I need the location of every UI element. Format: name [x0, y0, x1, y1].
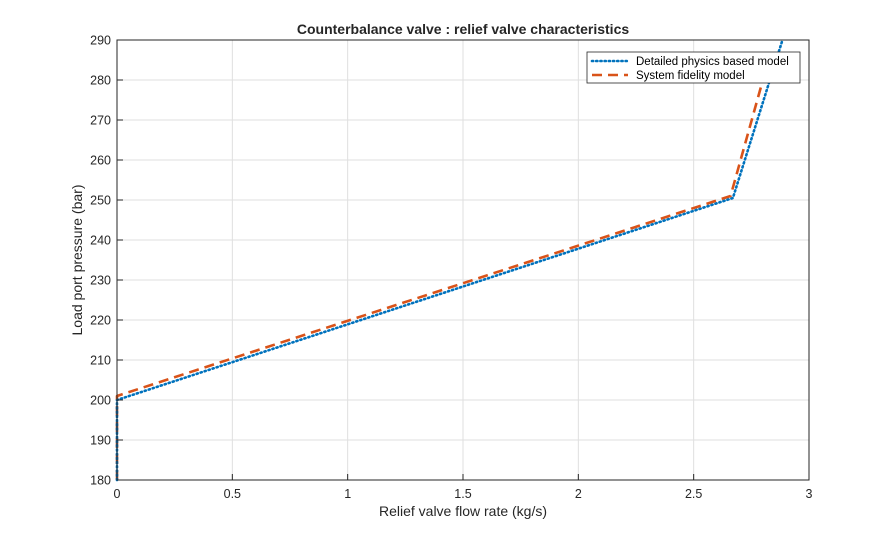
x-tick-label: 2	[575, 487, 582, 501]
y-tick-label: 200	[90, 394, 111, 408]
ticks-layer: 0 0.5 1 1.5 2 2.5 3 180 190 200 210 220 230 240 250 260…	[90, 34, 812, 502]
y-tick-label: 250	[90, 194, 111, 208]
y-tick-label: 230	[90, 274, 111, 288]
x-tick-label: 0.5	[224, 487, 241, 501]
x-tick-label: 1.5	[454, 487, 471, 501]
x-tick-label: 0	[114, 487, 121, 501]
y-tick-label: 270	[90, 114, 111, 128]
x-tick-label: 2.5	[685, 487, 702, 501]
legend-label-system: System fidelity model	[636, 70, 745, 82]
legend-box	[586, 51, 801, 84]
y-tick-label: 210	[90, 354, 111, 368]
chart-title: Counterbalance valve : relief valve char…	[297, 21, 629, 37]
y-tick-label: 190	[90, 434, 111, 448]
y-axis-label: Load port pressure (bar)	[69, 185, 85, 336]
y-tick-label: 180	[90, 474, 111, 488]
y-tick-label: 220	[90, 314, 111, 328]
x-axis-label: Relief valve flow rate (kg/s)	[379, 503, 547, 519]
y-tick-label: 260	[90, 154, 111, 168]
y-tick-label: 290	[90, 34, 111, 48]
x-tick-label: 1	[344, 487, 351, 501]
y-tick-label: 280	[90, 74, 111, 88]
y-tick-label: 240	[90, 234, 111, 248]
x-tick-label: 3	[806, 487, 813, 501]
legend: Detailed physics based model System fide…	[586, 51, 801, 84]
legend-label-detailed: Detailed physics based model	[636, 56, 789, 68]
